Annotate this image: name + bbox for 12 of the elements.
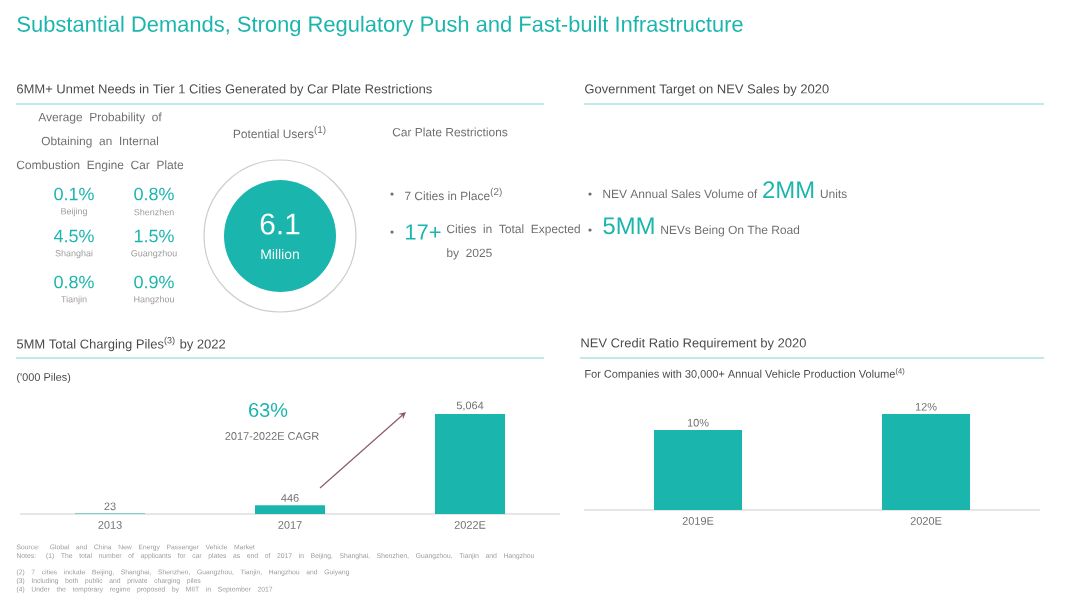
- text: Substantial Demands, Strong Regulatory Push and Fast-built Infrastructure: [17, 15, 743, 37]
- text: 0.8%: [54, 275, 94, 289]
- text: 4.5%: [53, 229, 94, 243]
- text: 0.9%: [134, 275, 174, 289]
- annotation: 63%: [249, 402, 288, 418]
- text: 0.8%: [134, 187, 174, 201]
- text: 1.5%: [134, 229, 174, 243]
- text: 6.1: [260, 213, 300, 235]
- text: 17+: [406, 224, 441, 240]
- text: 2MM: [763, 181, 814, 198]
- text: 5MM: [603, 217, 654, 235]
- text: 0.1%: [54, 187, 94, 201]
